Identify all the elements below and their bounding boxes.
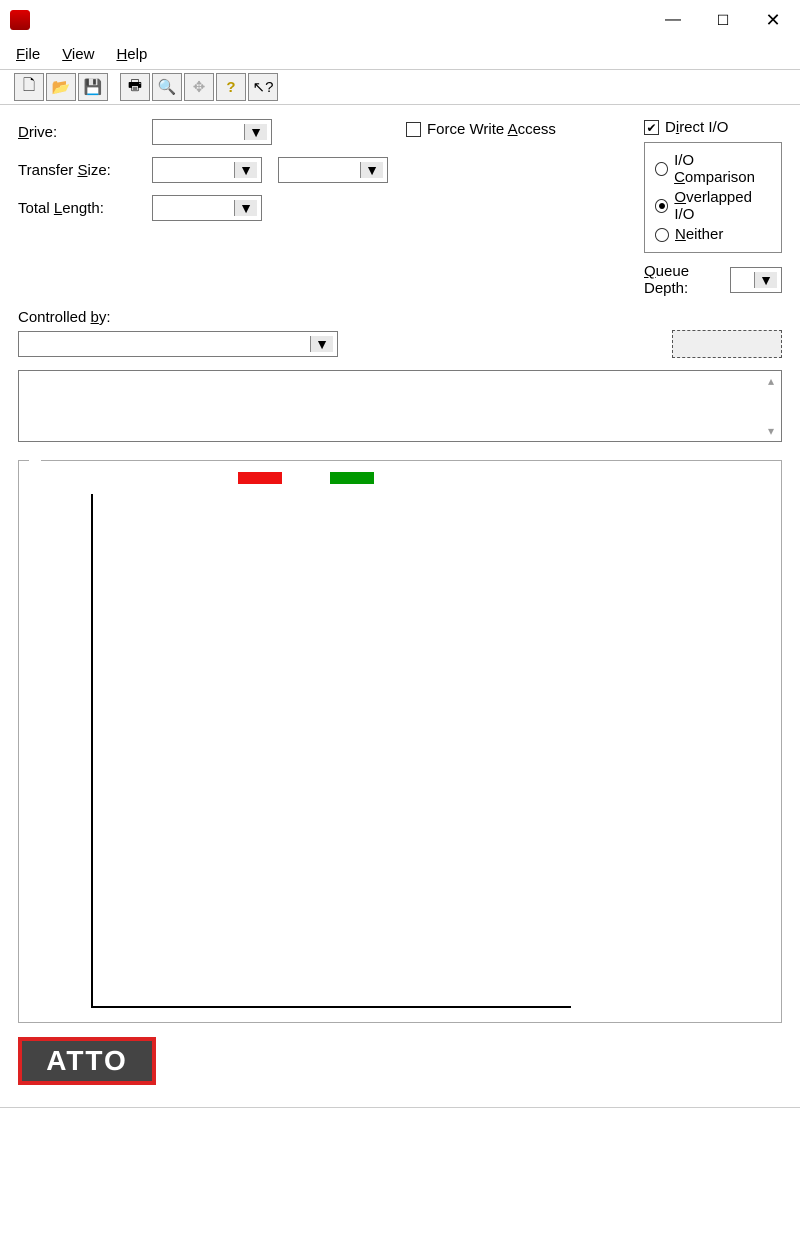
scroll-down-icon[interactable]: ▾ bbox=[761, 421, 781, 441]
write-swatch bbox=[238, 472, 282, 484]
transfer-size-label: Transfer Size: bbox=[18, 162, 144, 179]
open-icon[interactable]: 📂 bbox=[46, 73, 76, 101]
force-write-checkbox[interactable]: Force Write Access bbox=[406, 121, 626, 138]
size-to-select[interactable]: ▼ bbox=[278, 157, 388, 183]
neither-radio[interactable]: Neither bbox=[655, 226, 771, 243]
menu-file[interactable]: File bbox=[16, 46, 40, 63]
app-icon bbox=[10, 10, 30, 30]
io-comparison-radio[interactable]: I/O Comparison bbox=[655, 152, 771, 186]
test-results-group bbox=[18, 460, 782, 1023]
maximize-button[interactable]: ☐ bbox=[712, 9, 734, 31]
atto-logo: ATTO bbox=[18, 1037, 156, 1085]
read-swatch bbox=[330, 472, 374, 484]
direct-io-checkbox[interactable]: ✔ Direct I/O bbox=[644, 119, 782, 136]
start-button[interactable] bbox=[672, 330, 782, 358]
menu-view[interactable]: View bbox=[62, 46, 94, 63]
move-icon[interactable]: ✥ bbox=[184, 73, 214, 101]
status-bar bbox=[0, 1107, 800, 1124]
preview-icon[interactable]: 🔍 bbox=[152, 73, 182, 101]
scroll-up-icon[interactable]: ▴ bbox=[761, 371, 781, 391]
device-info: ▴ ▾ bbox=[18, 370, 782, 442]
controlled-by-select[interactable]: ▼ bbox=[18, 331, 338, 357]
help-icon[interactable]: ? bbox=[216, 73, 246, 101]
print-icon[interactable]: 🖶 bbox=[120, 73, 150, 101]
overlapped-io-radio[interactable]: Overlapped I/O bbox=[655, 189, 771, 223]
size-from-select[interactable]: ▼ bbox=[152, 157, 262, 183]
new-icon[interactable]: 🗋 bbox=[14, 73, 44, 101]
drive-label: Drive: bbox=[18, 124, 144, 141]
save-icon[interactable]: 💾 bbox=[78, 73, 108, 101]
controlled-by-label: Controlled by: bbox=[18, 309, 782, 326]
close-button[interactable]: ✕ bbox=[762, 9, 784, 31]
benchmark-chart bbox=[91, 494, 571, 1008]
drive-select[interactable]: ▼ bbox=[152, 119, 272, 145]
total-length-select[interactable]: ▼ bbox=[152, 195, 262, 221]
io-mode-group: I/O Comparison Overlapped I/O Neither bbox=[644, 142, 782, 253]
total-length-label: Total Length: bbox=[18, 200, 144, 217]
whatsthis-icon[interactable]: ↖? bbox=[248, 73, 278, 101]
minimize-button[interactable]: — bbox=[662, 9, 684, 31]
queue-depth-label: Queue Depth: bbox=[644, 263, 722, 297]
queue-depth-select[interactable]: ▼ bbox=[730, 267, 782, 293]
menu-help[interactable]: Help bbox=[116, 46, 147, 63]
